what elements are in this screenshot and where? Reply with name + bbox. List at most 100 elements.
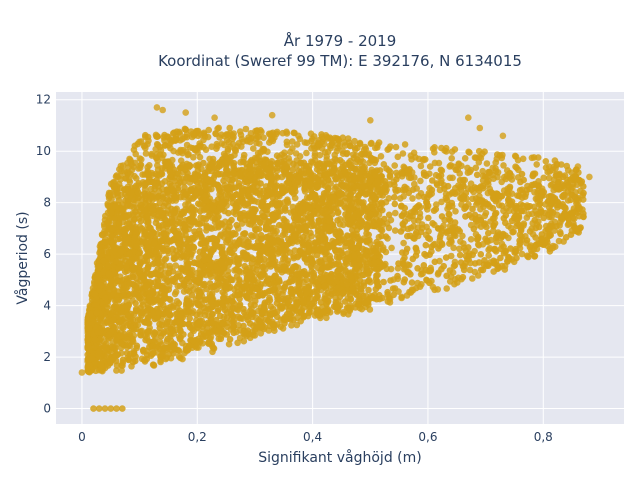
data-point <box>132 358 139 365</box>
data-point <box>421 172 428 179</box>
data-point <box>127 293 134 300</box>
data-point <box>189 204 196 211</box>
data-point <box>399 212 406 219</box>
data-point <box>445 211 452 218</box>
data-point <box>355 301 362 308</box>
data-point <box>111 304 118 311</box>
data-point <box>101 344 108 351</box>
data-point <box>218 336 225 343</box>
data-point <box>327 134 334 141</box>
data-point <box>309 259 316 266</box>
data-point <box>527 228 534 235</box>
data-point <box>401 276 408 283</box>
data-point <box>166 270 173 277</box>
data-point <box>108 210 115 217</box>
data-point <box>215 220 222 227</box>
data-point <box>393 188 400 195</box>
data-point <box>447 175 454 182</box>
chart-subtitle: Koordinat (Sweref 99 TM): E 392176, N 61… <box>158 52 522 70</box>
data-point <box>369 192 376 199</box>
data-point <box>105 351 112 358</box>
data-point <box>357 141 364 148</box>
data-point <box>133 226 140 233</box>
data-point <box>438 180 445 187</box>
data-point <box>308 145 315 152</box>
data-point <box>525 211 532 218</box>
data-point <box>137 249 144 256</box>
data-point <box>520 177 527 184</box>
data-point <box>112 352 119 359</box>
data-point <box>154 282 161 289</box>
data-point <box>391 194 398 201</box>
data-point <box>111 183 118 190</box>
data-point <box>331 167 338 174</box>
data-point <box>274 300 281 307</box>
data-point <box>202 297 209 304</box>
data-point <box>413 252 420 259</box>
data-point <box>342 243 349 250</box>
data-point <box>394 273 401 280</box>
data-point <box>243 126 250 133</box>
data-point <box>118 367 125 374</box>
data-point <box>270 130 277 137</box>
data-point <box>127 171 134 178</box>
data-point <box>122 175 129 182</box>
data-point <box>276 276 283 283</box>
data-point <box>400 240 407 247</box>
data-point <box>240 159 247 166</box>
data-point <box>392 210 399 217</box>
data-point <box>452 190 459 197</box>
data-point <box>145 217 152 224</box>
data-point <box>226 133 233 140</box>
data-point <box>172 291 179 298</box>
data-point <box>253 140 260 147</box>
data-point <box>152 316 159 323</box>
data-point <box>517 187 524 194</box>
data-point <box>232 147 239 154</box>
data-point <box>460 274 467 281</box>
data-point <box>312 239 319 246</box>
data-point <box>203 197 210 204</box>
data-point <box>461 205 468 212</box>
data-point <box>466 149 473 156</box>
data-point <box>350 188 357 195</box>
data-point <box>408 152 415 159</box>
data-point <box>235 261 242 268</box>
data-point <box>267 311 274 318</box>
data-point <box>285 199 292 206</box>
data-point <box>303 150 310 157</box>
data-point <box>177 165 184 172</box>
data-point <box>468 236 475 243</box>
data-point <box>174 318 181 325</box>
data-point <box>191 176 198 183</box>
data-point <box>545 226 552 233</box>
data-point <box>223 284 230 291</box>
data-point <box>311 299 318 306</box>
data-point <box>392 201 399 208</box>
data-point <box>435 225 442 232</box>
data-point <box>173 275 180 282</box>
data-point <box>337 230 344 237</box>
data-point <box>290 161 297 168</box>
data-point <box>558 213 565 220</box>
data-point <box>233 222 240 229</box>
data-point <box>409 195 416 202</box>
data-point <box>271 262 278 269</box>
data-point <box>120 288 127 295</box>
data-point <box>524 253 531 260</box>
data-point <box>164 189 171 196</box>
data-point <box>227 159 234 166</box>
data-point <box>287 149 294 156</box>
data-point <box>367 177 374 184</box>
data-point <box>292 217 299 224</box>
data-point <box>284 164 291 171</box>
data-point <box>207 336 214 343</box>
data-point <box>380 279 387 286</box>
data-point <box>478 251 485 258</box>
data-point <box>558 161 565 168</box>
data-point <box>216 184 223 191</box>
data-point <box>429 220 436 227</box>
data-point <box>432 259 439 266</box>
data-point <box>171 129 178 136</box>
data-point <box>132 151 139 158</box>
